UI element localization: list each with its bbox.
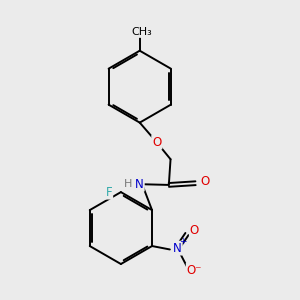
Text: O⁻: O⁻: [187, 263, 202, 277]
Text: O: O: [152, 136, 161, 148]
Text: O: O: [200, 175, 210, 188]
Text: H: H: [124, 179, 132, 189]
Text: N: N: [173, 242, 182, 255]
Text: F: F: [106, 186, 112, 199]
Text: N: N: [135, 178, 144, 191]
Text: CH₃: CH₃: [131, 27, 152, 37]
Text: +: +: [179, 237, 187, 246]
Text: O: O: [190, 224, 199, 237]
